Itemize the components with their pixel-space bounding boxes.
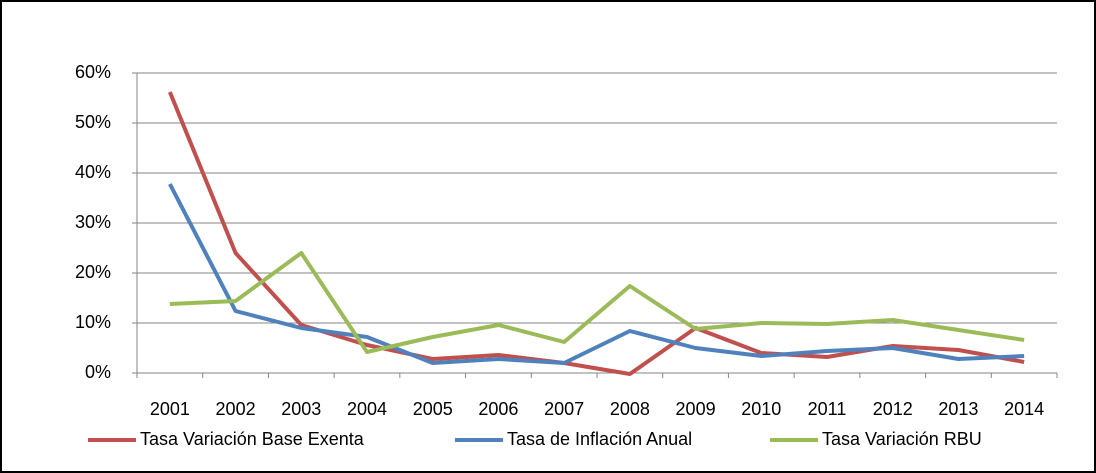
y-tick-label: 30% [75, 212, 111, 232]
x-tick-label: 2003 [281, 399, 321, 419]
x-tick-label: 2011 [808, 399, 847, 419]
x-tick-label: 2013 [938, 399, 978, 419]
x-tick-label: 2010 [741, 399, 781, 419]
y-tick-label: 20% [75, 262, 111, 282]
x-tick-label: 2014 [1004, 399, 1044, 419]
legend-label: Tasa de Inflación Anual [507, 429, 692, 449]
x-tick-label: 2002 [216, 399, 256, 419]
legend-label: Tasa Variación RBU [822, 429, 982, 449]
y-tick-label: 60% [75, 62, 111, 82]
x-tick-label: 2001 [150, 399, 190, 419]
y-tick-label: 40% [75, 162, 111, 182]
series-line [169, 251, 1025, 354]
x-tick-label: 2009 [676, 399, 716, 419]
x-tick-label: 2004 [347, 399, 387, 419]
series-line [168, 183, 1025, 365]
x-tick-label: 2012 [873, 399, 913, 419]
x-tick-label: 2008 [610, 399, 650, 419]
x-tick-label: 2006 [478, 399, 518, 419]
x-tick-label: 2005 [413, 399, 453, 419]
y-tick-label: 10% [75, 312, 111, 332]
x-tick-label: 2007 [544, 399, 584, 419]
y-tick-label: 0% [85, 362, 111, 382]
legend-label: Tasa Variación Base Exenta [140, 429, 365, 449]
y-tick-label: 50% [75, 112, 111, 132]
